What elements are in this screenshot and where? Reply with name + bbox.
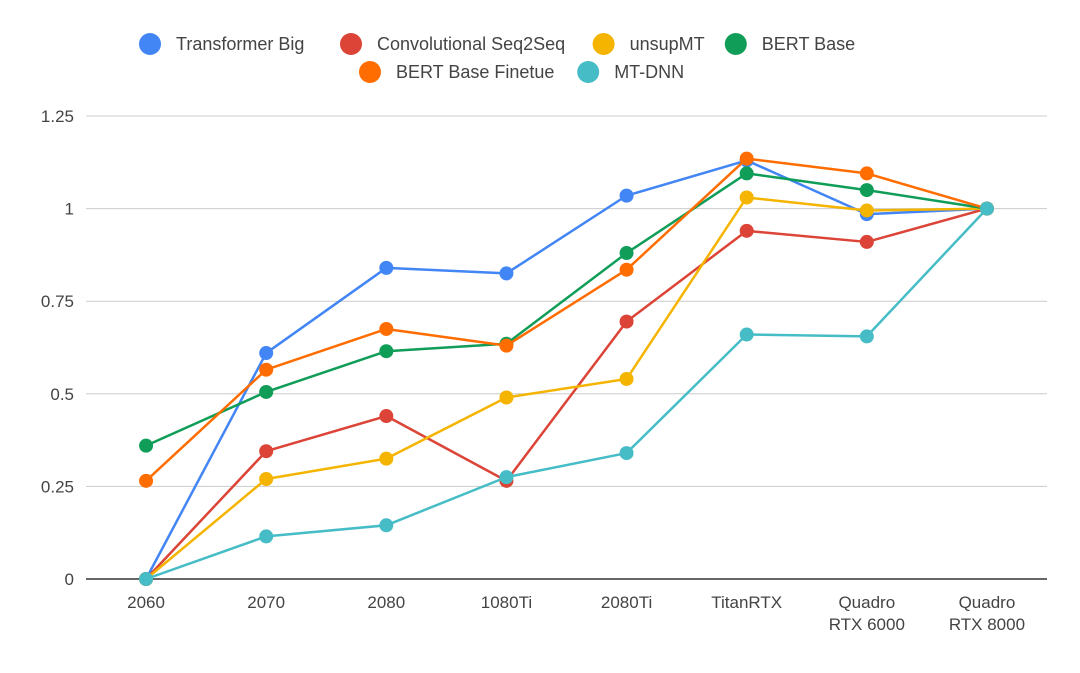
legend-label: Convolutional Seq2Seq	[377, 34, 565, 54]
data-point	[859, 183, 874, 198]
x-tick-label: 2070	[247, 593, 285, 612]
data-point	[859, 329, 874, 344]
legend-item: MT-DNN	[577, 61, 684, 83]
data-point	[499, 390, 514, 405]
data-point	[379, 321, 394, 336]
legend-label: BERT Base Finetue	[396, 62, 554, 82]
data-point	[979, 201, 994, 216]
legend-marker	[139, 33, 161, 55]
data-point	[379, 260, 394, 275]
x-tick-label: TitanRTX	[711, 593, 782, 612]
x-tick-label: 2060	[127, 593, 165, 612]
data-point	[499, 266, 514, 281]
data-point	[619, 446, 634, 461]
data-point	[739, 190, 754, 205]
series-line	[145, 207, 988, 581]
x-axis: 2060 2070 2080 1080Ti 2080Ti TitanRTX Quadro RT…	[86, 578, 1047, 634]
series-line	[144, 159, 987, 580]
legend-marker	[592, 33, 615, 55]
data-point	[619, 314, 634, 329]
data-point	[379, 451, 394, 466]
data-point	[259, 346, 274, 361]
data-point	[859, 234, 874, 249]
legend-item: Transformer Big	[139, 33, 304, 55]
data-point	[859, 203, 874, 218]
data-point	[259, 471, 274, 486]
data-point	[619, 188, 634, 203]
x-tick-label: 2080Ti	[601, 593, 652, 612]
legend-marker	[340, 33, 362, 55]
data-point	[139, 572, 154, 586]
gridlines	[86, 115, 1047, 487]
legend-item: unsupMT	[592, 33, 705, 55]
series-mt-dnn	[139, 201, 994, 586]
series-line	[145, 172, 988, 447]
legend: Transformer Big Convolutional Seq2Seq unsu…	[139, 33, 855, 83]
legend-item: BERT Base	[724, 33, 855, 55]
y-tick-label: 1	[65, 200, 74, 219]
data-point	[739, 327, 754, 342]
x-tick-label: 2080	[367, 593, 405, 612]
data-point	[259, 444, 274, 459]
data-point	[739, 166, 754, 181]
data-point	[499, 470, 514, 485]
x-tick-label: 1080Ti	[481, 593, 532, 612]
data-point	[739, 223, 754, 238]
legend-label: Transformer Big	[176, 34, 304, 54]
data-point	[259, 362, 274, 377]
data-point	[259, 384, 274, 399]
x-tick-label: Quadro RTX 8000	[949, 593, 1025, 634]
data-point	[379, 409, 394, 424]
data-point	[139, 473, 154, 488]
legend-label: unsupMT	[630, 34, 705, 54]
series-line	[145, 157, 988, 482]
legend-label: BERT Base	[762, 34, 855, 54]
legend-marker	[577, 61, 600, 83]
data-point	[619, 246, 634, 261]
data-point	[139, 438, 154, 453]
y-tick-label: 0.5	[50, 385, 74, 404]
series-line	[145, 196, 987, 580]
legend-marker	[359, 61, 381, 83]
series-bert-base-finetue	[139, 151, 994, 488]
y-tick-label: 0	[65, 570, 74, 589]
data-point	[739, 151, 754, 166]
legend-item: BERT Base Finetue	[359, 61, 554, 83]
data-point	[859, 166, 874, 181]
y-tick-label: 0.25	[41, 477, 74, 496]
data-point	[379, 344, 394, 359]
x-tick-label: Quadro RTX 6000	[829, 593, 905, 634]
y-tick-label: 0.75	[41, 292, 74, 311]
data-point	[619, 371, 634, 386]
series-line	[145, 207, 988, 580]
legend-item: Convolutional Seq2Seq	[340, 33, 565, 55]
legend-marker	[724, 33, 747, 55]
series-unsupmt	[139, 190, 994, 586]
series-group	[139, 151, 994, 586]
data-point	[259, 529, 274, 544]
y-axis: 0 0.25 0.5 0.75 1 1.25	[41, 107, 74, 589]
data-point	[499, 338, 514, 353]
data-point	[379, 518, 394, 533]
y-tick-label: 1.25	[41, 107, 74, 126]
legend-label: MT-DNN	[614, 62, 684, 82]
data-point	[619, 262, 634, 277]
